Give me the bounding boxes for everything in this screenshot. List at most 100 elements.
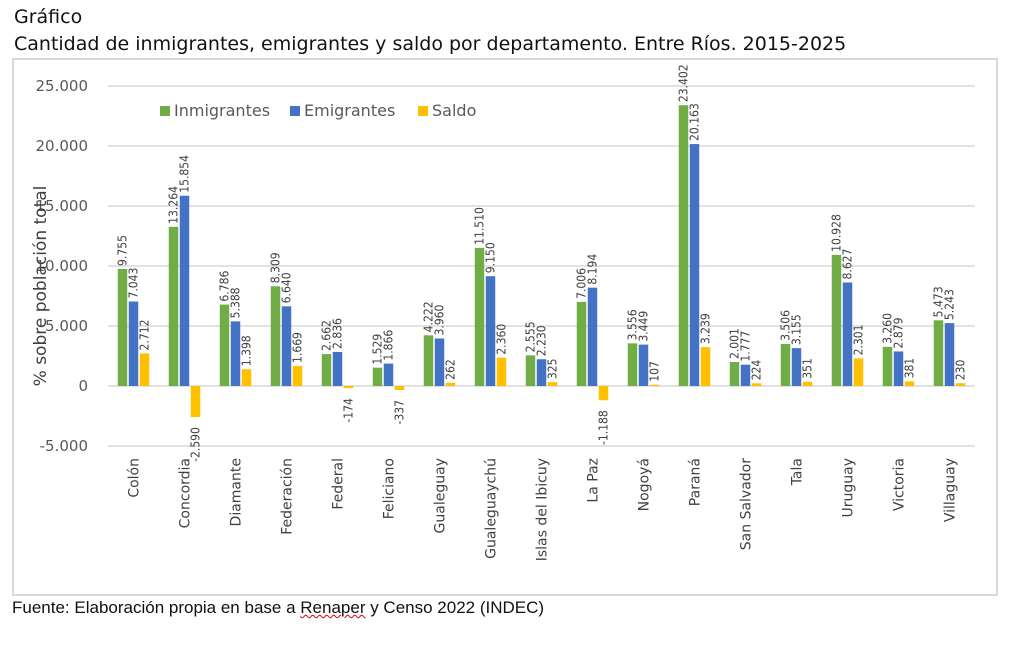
bar-emigrantes (230, 321, 241, 386)
x-tick-label: Gualeguay (433, 458, 449, 533)
y-tick-label: 20.000 (36, 137, 89, 155)
data-label: -1.188 (597, 410, 611, 445)
bar-inmigrantes (933, 320, 944, 386)
bar-saldo (139, 353, 150, 386)
bar-emigrantes (587, 287, 598, 386)
bar-inmigrantes (117, 268, 128, 386)
data-label: 5.473 (932, 286, 946, 317)
data-label: 3.155 (790, 314, 804, 345)
data-label: 7.043 (127, 268, 141, 299)
data-label: 20.163 (688, 103, 702, 141)
bar-inmigrantes (576, 301, 587, 386)
data-label: 3.239 (699, 313, 713, 344)
data-label: 325 (546, 358, 560, 379)
x-tick-label: Feliciano (382, 458, 398, 519)
data-label: 3.506 (779, 310, 793, 341)
bar-saldo (343, 386, 354, 389)
data-label: 2.001 (728, 328, 742, 359)
x-tick-label: Concordia (178, 458, 194, 528)
x-tick-label: Federación (280, 458, 296, 535)
legend-label: Emigrantes (304, 101, 395, 120)
bar-emigrantes (638, 344, 649, 386)
bar-emigrantes (281, 306, 292, 386)
data-label: 1.777 (739, 331, 753, 362)
bar-inmigrantes (525, 355, 536, 386)
data-label: -2.590 (189, 427, 203, 462)
x-tick-label: Villaguay (943, 458, 959, 522)
data-label: 3.260 (881, 313, 895, 344)
data-label: -337 (393, 400, 407, 425)
x-tick-label: Colón (127, 458, 143, 498)
data-label: 2.555 (524, 321, 538, 352)
y-tick-label: -5.000 (40, 437, 88, 455)
bar-saldo (955, 383, 966, 386)
x-tick-label: Tala (790, 458, 806, 486)
bar-inmigrantes (270, 286, 281, 386)
data-label: 10.928 (830, 214, 844, 252)
data-label: 2.301 (852, 324, 866, 355)
bar-saldo (445, 382, 456, 386)
data-label: 4.222 (422, 301, 436, 332)
y-tick-label: 5.000 (45, 317, 88, 335)
source-suffix: y Censo 2022 (INDEC) (365, 598, 545, 617)
bar-saldo (190, 386, 201, 418)
bar-inmigrantes (372, 367, 383, 386)
figure-heading: Gráfico (14, 6, 83, 28)
bar-inmigrantes (423, 335, 434, 386)
bar-saldo (598, 386, 609, 401)
bar-emigrantes (383, 363, 394, 386)
legend-swatch-inmigrantes (160, 106, 170, 116)
bar-emigrantes (893, 351, 904, 386)
data-label: 107 (648, 361, 662, 382)
data-label: 2.662 (320, 320, 334, 351)
x-tick-label: Gualeguaychú (484, 458, 500, 559)
bar-inmigrantes (321, 354, 332, 386)
chart-title: Cantidad de inmigrantes, emigrantes y sa… (14, 33, 847, 55)
y-tick-label: 15.000 (36, 197, 89, 215)
legend-label: Inmigrantes (174, 101, 270, 120)
data-label: 2.836 (331, 318, 345, 349)
bar-inmigrantes (474, 247, 485, 386)
data-label: 224 (750, 360, 764, 381)
data-label: 15.854 (178, 155, 192, 193)
legend-swatch-saldo (418, 106, 428, 116)
bar-saldo (853, 358, 864, 386)
x-tick-label: Federal (331, 458, 347, 510)
data-label: 1.669 (291, 332, 305, 363)
bar-saldo (904, 381, 915, 386)
x-tick-label: Diamante (229, 458, 245, 526)
bar-inmigrantes (729, 361, 740, 386)
data-label: 8.309 (269, 252, 283, 283)
x-tick-label: Islas del Ibicuy (535, 458, 551, 561)
data-label: 3.556 (626, 309, 640, 340)
data-label: 1.529 (371, 334, 385, 365)
data-label: 9.150 (484, 242, 498, 273)
bar-emigrantes (332, 351, 343, 386)
data-label: 7.006 (575, 268, 589, 299)
bar-saldo (292, 365, 303, 386)
bar-emigrantes (740, 364, 751, 386)
bar-saldo (700, 347, 711, 386)
y-tick-label: 25.000 (36, 77, 89, 95)
bar-emigrantes (536, 359, 547, 386)
bar-saldo (547, 382, 558, 386)
bar-emigrantes (689, 144, 700, 386)
data-label: 23.402 (677, 64, 691, 102)
bar-emigrantes (434, 338, 445, 386)
data-label: 3.449 (637, 311, 651, 342)
y-tick-label: 0 (78, 377, 88, 395)
bar-saldo (802, 381, 813, 386)
bar-emigrantes (128, 301, 139, 386)
bar-emigrantes (791, 348, 802, 386)
bar-inmigrantes (678, 105, 689, 387)
data-label: 6.640 (280, 272, 294, 303)
data-label: 3.960 (433, 304, 447, 335)
bar-emigrantes (485, 276, 496, 386)
data-label: 5.388 (229, 287, 243, 318)
data-label: -174 (342, 398, 356, 423)
legend-swatch-emigrantes (290, 106, 300, 116)
data-label: 262 (444, 359, 458, 380)
x-tick-label: Nogoyá (637, 458, 653, 511)
data-label: 2.360 (495, 324, 509, 355)
data-label: 230 (954, 360, 968, 381)
